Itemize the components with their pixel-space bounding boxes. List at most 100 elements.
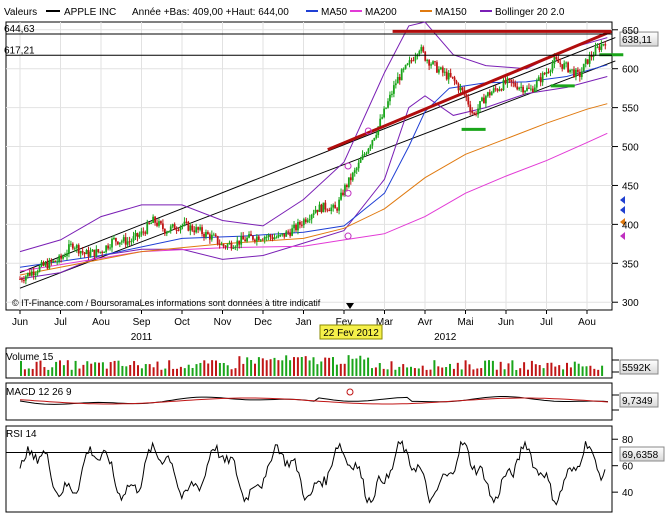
candle-body bbox=[586, 59, 589, 64]
volume-bar bbox=[398, 366, 401, 376]
ma50-line bbox=[19, 64, 608, 268]
candle-body bbox=[600, 44, 603, 50]
candle-body bbox=[414, 56, 417, 61]
candle-body bbox=[490, 92, 493, 96]
candle-body bbox=[154, 216, 156, 223]
candle-body bbox=[146, 222, 149, 234]
candle-body bbox=[369, 145, 372, 149]
candle-body bbox=[516, 86, 519, 90]
volume-bar bbox=[27, 368, 30, 376]
candle-body bbox=[488, 92, 491, 96]
candle-body bbox=[555, 57, 558, 59]
candle-body bbox=[132, 236, 135, 241]
volume-bar bbox=[74, 360, 77, 376]
price-y-axis: 300 350 400 450 500 550 600 650 bbox=[612, 26, 639, 309]
candle-body bbox=[91, 249, 94, 252]
candle-body bbox=[208, 234, 211, 240]
volume-bar bbox=[62, 365, 65, 376]
candle-body bbox=[93, 249, 96, 257]
volume-bar bbox=[23, 369, 26, 376]
candle-body bbox=[324, 202, 327, 210]
candle-body bbox=[23, 280, 25, 282]
x-tick-label: Jul bbox=[540, 317, 553, 328]
volume-bar bbox=[78, 368, 81, 376]
candle-body bbox=[494, 88, 497, 90]
candle-body bbox=[99, 251, 102, 253]
volume-bar bbox=[207, 363, 210, 376]
cursor-date-text: 22 Fev 2012 bbox=[323, 328, 379, 339]
candle-body bbox=[367, 148, 370, 154]
volume-bar bbox=[316, 364, 319, 376]
candle-body bbox=[250, 234, 252, 236]
candle-body bbox=[97, 249, 100, 253]
volume-bar bbox=[429, 369, 432, 376]
candle-body bbox=[113, 237, 115, 239]
volume-bar bbox=[152, 367, 155, 376]
candle-body bbox=[475, 113, 477, 115]
volume-bar bbox=[433, 360, 436, 376]
last-price-value: 638,11 bbox=[622, 35, 652, 46]
candle-body bbox=[526, 87, 528, 91]
candle-body bbox=[130, 240, 133, 242]
candle-body bbox=[484, 96, 487, 104]
candle-body bbox=[167, 231, 170, 233]
resistance-line bbox=[327, 29, 612, 152]
indicator-arrow-icon bbox=[620, 196, 625, 204]
candle-body bbox=[28, 272, 31, 276]
candle-body bbox=[83, 252, 86, 255]
candle-body bbox=[71, 243, 74, 249]
footer-note: © IT-Finance.com / BoursoramaLes informa… bbox=[12, 298, 321, 308]
candle-body bbox=[471, 111, 474, 113]
volume-bar bbox=[328, 357, 331, 376]
candle-body bbox=[451, 76, 454, 78]
candle-body bbox=[273, 237, 276, 240]
candle-body bbox=[330, 207, 333, 211]
candle-body bbox=[299, 222, 301, 225]
candle-body bbox=[522, 86, 524, 93]
candle-body bbox=[287, 231, 290, 233]
candle-body bbox=[328, 210, 331, 212]
y-tick-label: 650 bbox=[622, 26, 639, 37]
candle-body bbox=[216, 236, 219, 244]
candle-body bbox=[246, 237, 248, 242]
candle-body bbox=[504, 80, 507, 84]
candle-body bbox=[524, 90, 526, 93]
y-tick-label: 550 bbox=[622, 104, 639, 115]
candle-body bbox=[445, 71, 448, 80]
candle-body bbox=[34, 273, 37, 276]
candle-body bbox=[506, 78, 509, 84]
volume-bar bbox=[183, 368, 186, 376]
volume-bar bbox=[296, 357, 299, 376]
candle-body bbox=[285, 231, 288, 237]
candle-body bbox=[236, 240, 239, 247]
candle-body bbox=[165, 232, 168, 234]
volume-bar bbox=[530, 360, 533, 376]
volume-bar bbox=[144, 364, 147, 376]
indicator-label: MA150 bbox=[435, 7, 467, 18]
candle-body bbox=[449, 73, 452, 77]
candle-body bbox=[193, 230, 196, 233]
candle-body bbox=[201, 227, 203, 234]
x-tick-label: Aou bbox=[578, 317, 596, 328]
candle-body bbox=[353, 170, 356, 173]
candle-body bbox=[559, 62, 562, 65]
candle-body bbox=[187, 221, 190, 231]
candle-body bbox=[79, 251, 82, 254]
signal-circle bbox=[344, 189, 352, 197]
candle-body bbox=[349, 177, 352, 181]
candle-body bbox=[89, 251, 92, 257]
volume-bar bbox=[390, 361, 393, 376]
candle-body bbox=[408, 60, 411, 64]
candle-body bbox=[52, 260, 55, 262]
volume-bar bbox=[94, 362, 97, 376]
volume-bar bbox=[66, 360, 69, 376]
candle-body bbox=[410, 60, 413, 62]
indicator-arrow-icon bbox=[620, 206, 625, 214]
volume-bar bbox=[597, 369, 600, 376]
candle-body bbox=[212, 234, 215, 236]
volume-bar bbox=[464, 360, 467, 376]
candle-body bbox=[361, 154, 364, 160]
volume-bar bbox=[156, 361, 159, 376]
rsi-last-tag bbox=[619, 446, 665, 462]
volume-bar bbox=[542, 368, 545, 376]
